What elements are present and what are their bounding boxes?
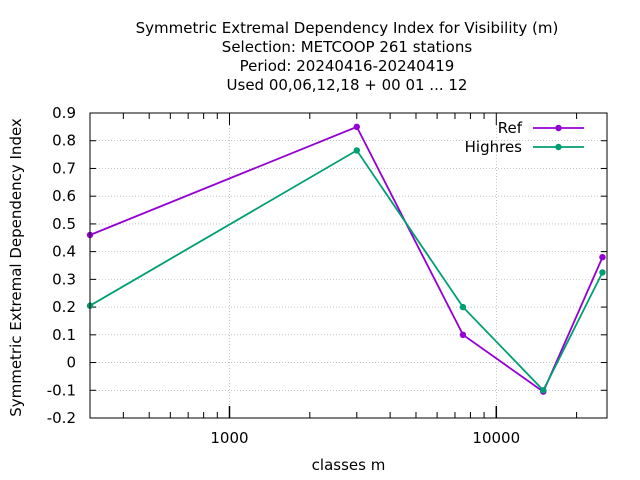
series-layer (86, 123, 606, 395)
series-line-ref (89, 125, 604, 394)
y-tick-label: 0.1 (52, 326, 76, 344)
data-point-ref (599, 253, 606, 261)
y-tick-label: -0.2 (47, 409, 76, 427)
x-tick-label: 1000 (210, 429, 248, 447)
x-axis: 1000 10000 (122, 113, 578, 447)
y-tick-label: 0.9 (52, 104, 76, 122)
y-tick-label: -0.1 (47, 381, 76, 399)
legend-marker-highres (555, 143, 562, 151)
y-tick-label: 0.5 (52, 215, 76, 233)
plot-frame (89, 112, 608, 419)
legend-label-ref: Ref (498, 119, 523, 137)
title-line-3: Period: 20240416-20240419 (240, 57, 455, 75)
title-line-2: Selection: METCOOP 261 stations (222, 38, 473, 56)
data-point-ref (459, 331, 467, 339)
y-tick-label: 0.2 (52, 298, 76, 316)
y-tick-label: 0 (66, 354, 76, 372)
legend-marker-ref (555, 124, 562, 132)
x-tick-label: 10000 (472, 429, 520, 447)
y-tick-label: 0.8 (52, 132, 76, 150)
grid (90, 113, 607, 418)
title-line-1: Symmetric Extremal Dependency Index for … (136, 19, 559, 37)
y-tick-label: 0.7 (52, 159, 76, 177)
data-point-ref (353, 123, 360, 131)
y-tick-label: 0.6 (52, 187, 76, 205)
chart-title: Symmetric Extremal Dependency Index for … (136, 19, 559, 94)
data-point-highres (353, 147, 360, 154)
y-axis: -0.2 -0.1 0 0.1 0.2 0.3 0.4 0.5 0.6 0.7 0.8 0.9 (47, 104, 607, 427)
data-point-highres (459, 303, 467, 311)
data-point-highres (540, 387, 547, 394)
legend-label-highres: Highres (465, 138, 523, 156)
y-tick-label: 0.4 (52, 243, 76, 261)
data-point-highres (599, 269, 606, 276)
title-line-4: Used 00,06,12,18 + 00 01 ... 12 (227, 76, 468, 94)
y-tick-label: 0.3 (52, 270, 76, 288)
series-line-highres (89, 149, 604, 392)
y-axis-label: Symmetric Extremal Dependency Index (7, 118, 25, 417)
x-axis-label: classes m (312, 456, 386, 474)
